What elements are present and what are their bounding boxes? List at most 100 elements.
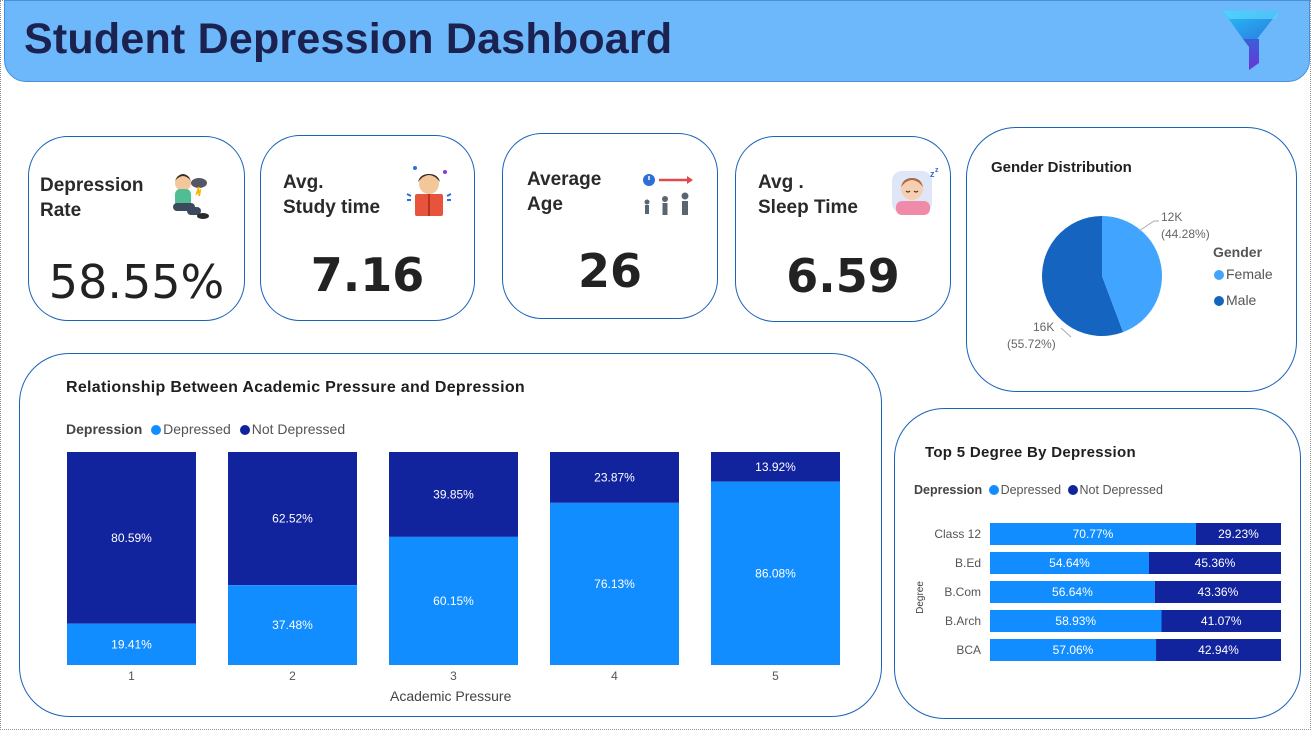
x-tick-label: 4	[611, 669, 618, 683]
bar-segment-depressed[interactable]	[990, 552, 1150, 574]
academic-pressure-card: Relationship Between Academic Pressure a…	[19, 353, 882, 717]
kpi-value: 26	[577, 244, 642, 298]
legend-label-female: Female	[1226, 266, 1273, 282]
pressure-chart-title: Relationship Between Academic Pressure a…	[66, 379, 526, 396]
kpi-card-depression-rate: Depression Rate 58.55%	[28, 136, 245, 321]
data-label-not-depressed: 13.92%	[755, 460, 796, 474]
legend-item-depressed[interactable]: Depressed	[986, 483, 1061, 497]
legend-item-not-depressed[interactable]: Not Depressed	[1065, 483, 1163, 497]
bar-segment-depressed[interactable]	[990, 581, 1155, 603]
data-label-not-depressed: 62.52%	[272, 512, 313, 526]
legend-dot-depressed	[988, 485, 999, 495]
pie-label-female-value: 12K	[1161, 210, 1183, 224]
gender-legend-title: Gender	[1213, 244, 1263, 260]
bar-segment-depressed[interactable]	[228, 585, 357, 665]
kpi-value: 6.59	[786, 249, 900, 303]
kpi-value: 58.55%	[48, 255, 225, 309]
legend-dot-not-depressed	[1067, 485, 1078, 495]
pie-label-male-pct: (55.72%)	[1007, 337, 1056, 351]
data-label-depressed: 76.13%	[594, 577, 635, 591]
legend-label-male: Male	[1226, 292, 1257, 308]
student-reading-icon	[406, 166, 452, 216]
data-label-depressed: 57.06%	[1053, 643, 1094, 657]
data-label-depressed: 58.93%	[1055, 614, 1096, 628]
header-bar: Student Depression Dashboard	[4, 0, 1310, 82]
top-degree-card: Top 5 Degree By Depression Depression De…	[894, 408, 1301, 719]
pressure-stacked-bar-chart: 80.59% 19.41% 1 62.52% 37.48% 2 39.85% 60.15% 3 2…	[67, 452, 840, 683]
x-tick-label: 1	[128, 669, 135, 683]
bar-segment-depressed[interactable]	[389, 536, 518, 665]
bar-segment-depressed[interactable]	[711, 481, 840, 665]
data-label-depressed: 37.48%	[272, 618, 313, 632]
pie-slice-female[interactable]	[1102, 216, 1162, 333]
data-label-not-depressed: 41.07%	[1201, 614, 1242, 628]
data-label-not-depressed: 29.23%	[1218, 527, 1259, 541]
pie-label-male-value: 16K	[1033, 320, 1055, 334]
x-tick-label: 3	[450, 669, 457, 683]
filter-funnel-icon[interactable]	[1219, 7, 1283, 73]
legend-label-depressed: Depressed	[1000, 483, 1062, 497]
gender-chart-title: Gender Distribution	[991, 159, 1132, 176]
bar-segment-depressed[interactable]	[990, 610, 1162, 632]
y-tick-label: B.Ed	[955, 556, 981, 570]
data-label-not-depressed: 80.59%	[111, 531, 152, 545]
pie-slice-male[interactable]	[1042, 216, 1124, 336]
degree-chart-title: Top 5 Degree By Depression	[925, 444, 1136, 461]
pie-label-female-pct: (44.28%)	[1161, 227, 1210, 241]
data-label-not-depressed: 39.85%	[433, 487, 474, 501]
bar-segment-not-depressed[interactable]	[1149, 552, 1281, 574]
degree-stacked-bar-chart: 70.77% 29.23% Class 12 54.64% 45.36% B.Ed 56.6…	[934, 523, 1281, 661]
data-label-not-depressed: 42.94%	[1198, 643, 1239, 657]
kpi-card-study-time: Avg. Study time 7.16	[260, 135, 475, 321]
leader-line-female	[1138, 220, 1159, 232]
bar-segment-not-depressed[interactable]	[67, 452, 196, 624]
legend-item-not-depressed[interactable]: Not Depressed	[235, 421, 345, 437]
data-label-depressed: 19.41%	[111, 637, 152, 651]
legend-dot-not-depressed	[239, 425, 250, 435]
leader-line-male	[1060, 327, 1072, 338]
bar-segment-depressed[interactable]	[990, 523, 1196, 545]
bar-segment-depressed[interactable]	[67, 623, 196, 665]
legend-label-not-depressed: Not Depressed	[1079, 483, 1163, 497]
y-axis-title: Degree	[914, 581, 926, 614]
bar-segment-not-depressed[interactable]	[711, 452, 840, 482]
x-tick-label: 5	[772, 669, 779, 683]
age-progression-icon	[643, 174, 693, 215]
data-label-not-depressed: 43.36%	[1198, 585, 1239, 599]
pressure-chart-legend: Depression Depressed Not Depressed	[66, 421, 345, 437]
data-label-depressed: 70.77%	[1073, 527, 1114, 541]
legend-item-female[interactable]: Female	[1211, 266, 1273, 282]
bar-segment-not-depressed[interactable]	[389, 452, 518, 537]
legend-label-not-depressed: Not Depressed	[251, 421, 346, 437]
legend-item-male[interactable]: Male	[1211, 292, 1256, 308]
data-label-not-depressed: 45.36%	[1195, 556, 1236, 570]
bar-segment-depressed[interactable]	[990, 639, 1157, 661]
depressed-person-icon	[173, 174, 209, 219]
data-label-not-depressed: 23.87%	[594, 470, 635, 484]
gender-distribution-card: Gender Distribution 12K (44.28%) 16K (55…	[966, 127, 1297, 392]
legend-label-depressed: Depressed	[163, 421, 231, 437]
svg-text:z: z	[935, 167, 939, 174]
y-tick-label: BCA	[956, 643, 981, 657]
bar-segment-not-depressed[interactable]	[1154, 581, 1281, 603]
bar-segment-not-depressed[interactable]	[1156, 639, 1281, 661]
sleeping-person-icon: z z	[892, 167, 939, 215]
bar-segment-not-depressed[interactable]	[550, 452, 679, 503]
kpi-label: Depression Rate	[40, 175, 144, 221]
legend-dot-female	[1214, 270, 1224, 280]
data-label-depressed: 60.15%	[433, 594, 474, 608]
legend-title: Depression	[914, 483, 983, 497]
data-label-depressed: 54.64%	[1049, 556, 1090, 570]
kpi-card-sleep-time: Avg . Sleep Time z z 6.59	[735, 136, 951, 322]
legend-title: Depression	[66, 421, 143, 437]
y-tick-label: B.Com	[944, 585, 981, 599]
x-axis-title: Academic Pressure	[390, 688, 512, 704]
kpi-value: 7.16	[310, 248, 425, 302]
page-title: Student Depression Dashboard	[24, 15, 673, 63]
bar-segment-depressed[interactable]	[550, 502, 679, 665]
bar-segment-not-depressed[interactable]	[228, 452, 357, 586]
degree-chart-legend: Depression Depressed Not Depressed	[914, 483, 1163, 497]
bar-segment-not-depressed[interactable]	[1195, 523, 1281, 545]
legend-item-depressed[interactable]: Depressed	[146, 421, 231, 437]
bar-segment-not-depressed[interactable]	[1161, 610, 1281, 632]
